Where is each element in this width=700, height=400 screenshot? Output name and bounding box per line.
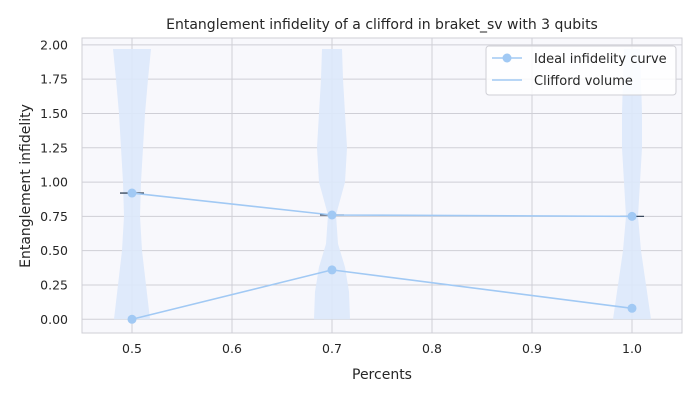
legend-marker-ideal (502, 53, 512, 63)
y-tick-label: 2.00 (40, 37, 68, 52)
y-tick-label: 0.50 (40, 243, 68, 258)
y-tick-label: 1.50 (40, 106, 68, 121)
x-axis-label: Percents (352, 367, 412, 383)
legend: Ideal infidelity curve Clifford volume (485, 45, 677, 96)
chart-title: Entanglement infidelity of a clifford in… (166, 17, 598, 33)
y-tick-label: 1.00 (40, 175, 68, 190)
violin (314, 48, 350, 320)
series-point (627, 303, 637, 313)
violin (113, 48, 151, 320)
series-layer (127, 188, 637, 324)
x-tick-label: 1.0 (622, 341, 642, 356)
x-tick-label: 0.8 (422, 341, 442, 356)
y-tick-label: 0.75 (40, 209, 68, 224)
y-tick-label: 0.00 (40, 312, 68, 327)
series-point (327, 210, 337, 220)
series-point (127, 314, 137, 324)
y-axis-label: Entanglement infidelity (18, 104, 34, 268)
violin (613, 48, 651, 320)
series-point (627, 211, 637, 221)
x-tick-label: 0.6 (222, 341, 242, 356)
violin-plots (113, 48, 651, 320)
legend-label-ideal: Ideal infidelity curve (534, 52, 667, 67)
x-tick-label: 0.9 (522, 341, 542, 356)
y-tick-label: 0.25 (40, 277, 68, 292)
y-ticks: 0.00 0.25 0.50 0.75 1.00 1.25 1.50 1.75 2.00 (40, 37, 68, 326)
y-tick-label: 1.25 (40, 140, 68, 155)
series-point (327, 265, 337, 275)
x-tick-label: 0.7 (322, 341, 342, 356)
series-point (127, 188, 137, 198)
x-ticks: 0.5 0.6 0.7 0.8 0.9 1.0 (122, 341, 642, 356)
y-tick-label: 1.75 (40, 72, 68, 87)
x-tick-label: 0.5 (122, 341, 142, 356)
legend-label-clifford: Clifford volume (534, 74, 633, 89)
legend-box (485, 45, 677, 96)
